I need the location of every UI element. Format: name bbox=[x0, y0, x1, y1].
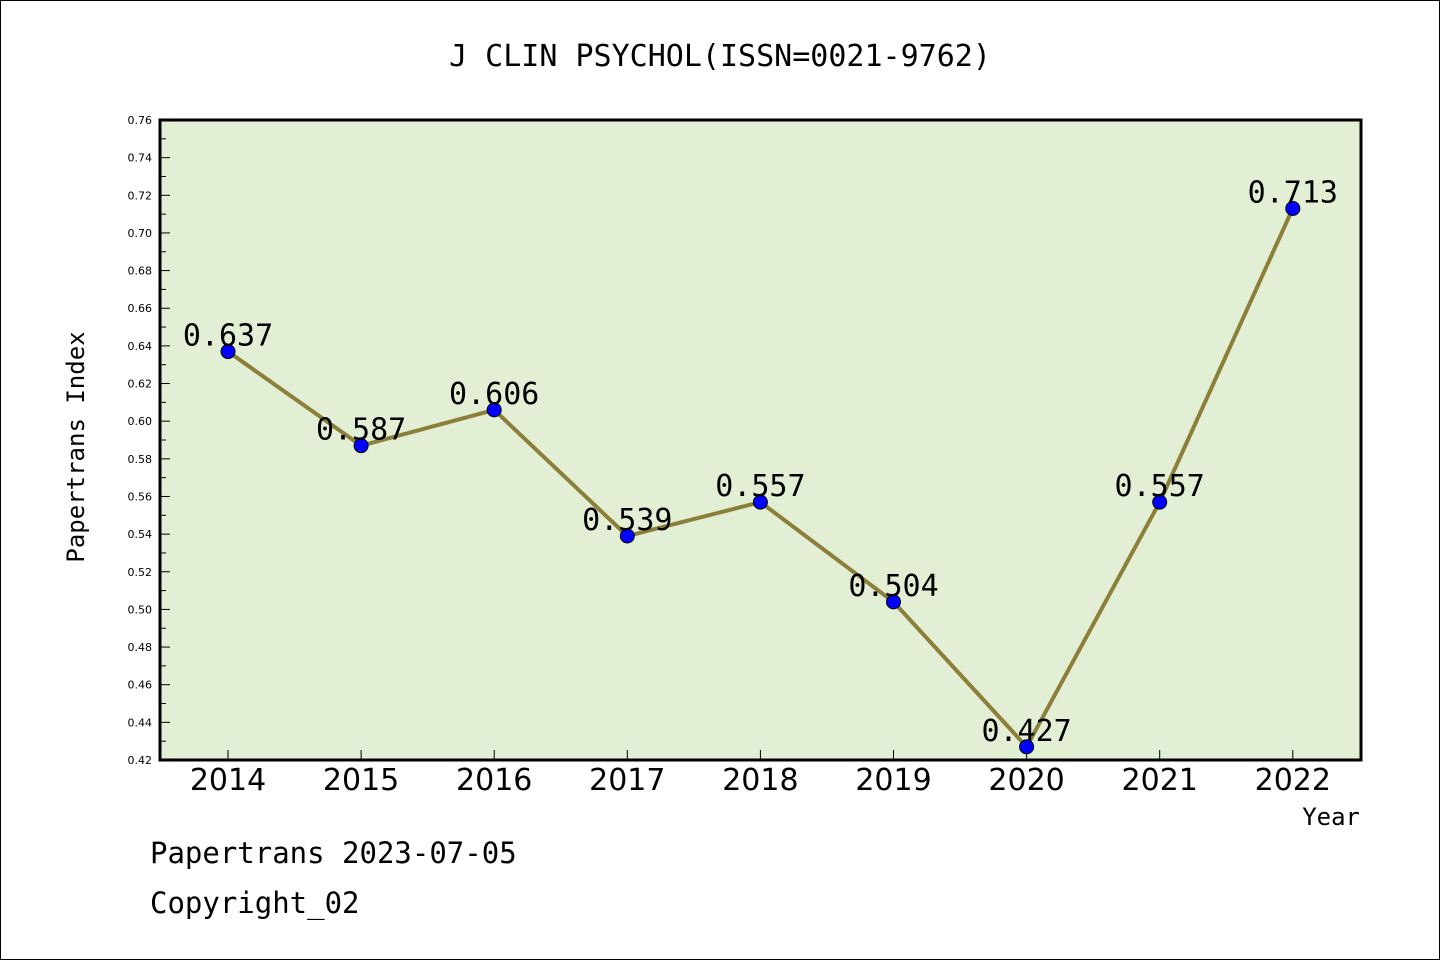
y-tick-label: 0.72 bbox=[128, 189, 153, 202]
data-point bbox=[220, 344, 236, 360]
x-axis-label: Year bbox=[1302, 803, 1360, 831]
data-point bbox=[886, 594, 901, 610]
data-label: 0.557 bbox=[1115, 469, 1205, 504]
data-label: 0.504 bbox=[848, 569, 938, 604]
footer-date: Papertrans 2023-07-05 bbox=[150, 836, 517, 870]
y-tick-label: 0.74 bbox=[128, 152, 153, 165]
data-label: 0.427 bbox=[981, 714, 1071, 749]
data-label: 0.539 bbox=[582, 503, 672, 538]
chart-title: J CLIN PSYCHOL(ISSN=0021-9762) bbox=[449, 39, 991, 74]
x-tick-label: 2018 bbox=[722, 763, 798, 798]
x-tick-label: 2014 bbox=[190, 763, 266, 798]
y-tick-label: 0.62 bbox=[128, 378, 153, 391]
x-tick-label: 2017 bbox=[589, 763, 665, 798]
data-point bbox=[486, 402, 502, 418]
x-tick-label: 2019 bbox=[855, 763, 931, 798]
data-point bbox=[1019, 739, 1035, 755]
data-point bbox=[619, 528, 635, 544]
y-tick-label: 0.52 bbox=[128, 566, 153, 579]
y-tick-label: 0.76 bbox=[128, 114, 153, 127]
x-axis: 2014 2015 2016 2017 2018 2019 2020 2021 2022 bbox=[190, 750, 1331, 798]
data-label: 0.587 bbox=[316, 413, 406, 448]
y-tick-label: 0.70 bbox=[128, 227, 153, 240]
data-point bbox=[1285, 200, 1301, 216]
data-point bbox=[1152, 494, 1168, 510]
y-tick-label: 0.58 bbox=[128, 453, 153, 466]
y-tick-label: 0.56 bbox=[128, 490, 153, 503]
y-axis-label: Papertrans Index bbox=[62, 331, 90, 562]
x-tick-label: 2016 bbox=[456, 763, 532, 798]
data-label: 0.637 bbox=[183, 319, 273, 354]
y-tick-label: 0.44 bbox=[128, 716, 153, 729]
y-tick-label: 0.46 bbox=[128, 679, 153, 692]
y-axis: 0.42 0.44 0.46 0.48 0.50 0.52 0.54 0.56 0.58 0.60… bbox=[128, 114, 170, 767]
x-tick-label: 2020 bbox=[988, 763, 1064, 798]
y-tick-label: 0.42 bbox=[128, 754, 153, 767]
data-label: 0.713 bbox=[1248, 175, 1338, 210]
data-point bbox=[353, 438, 369, 454]
x-tick-label: 2015 bbox=[323, 763, 399, 798]
footer-copyright: Copyright_02 bbox=[150, 886, 360, 920]
y-tick-label: 0.60 bbox=[128, 415, 153, 428]
y-tick-label: 0.64 bbox=[128, 340, 153, 353]
y-tick-label: 0.50 bbox=[128, 603, 153, 616]
x-tick-label: 2021 bbox=[1122, 763, 1198, 798]
data-label: 0.606 bbox=[449, 377, 539, 412]
series-group: 0.637 0.587 0.606 0.539 0.557 0.504 0.427 0.557… bbox=[183, 175, 1338, 755]
y-tick-label: 0.54 bbox=[128, 528, 153, 541]
data-point bbox=[752, 494, 768, 510]
y-tick-label: 0.68 bbox=[128, 265, 153, 278]
y-tick-label: 0.66 bbox=[128, 302, 153, 315]
data-label: 0.557 bbox=[715, 469, 805, 504]
x-tick-label: 2022 bbox=[1255, 763, 1331, 798]
y-tick-label: 0.48 bbox=[128, 641, 153, 654]
